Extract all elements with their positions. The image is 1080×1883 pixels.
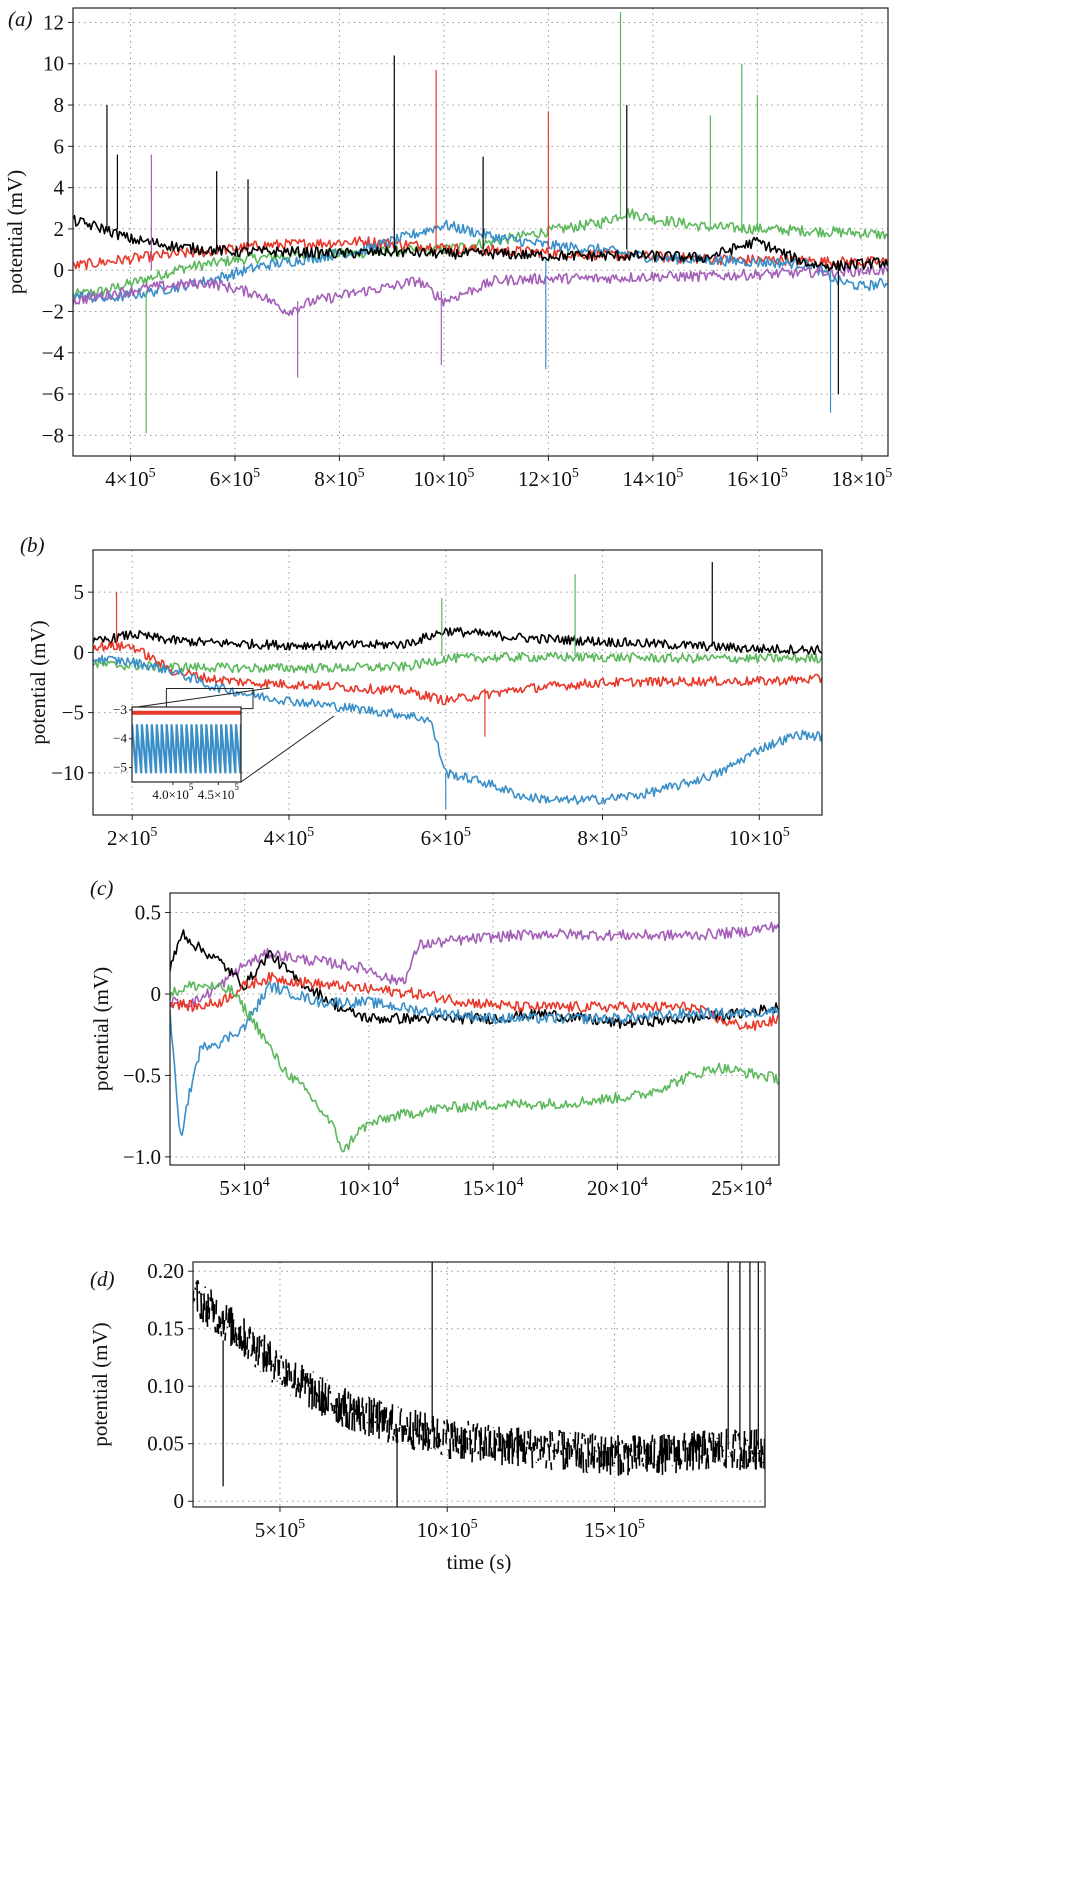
- x-tick-label: 25×104: [711, 1175, 772, 1200]
- x-tick-label: 5×105: [255, 1517, 305, 1542]
- inset-plot: −3 −4 −5 4.0×105 4.5×105: [113, 687, 335, 802]
- y-tick-label: 0: [174, 1489, 185, 1513]
- zoom-connector: [136, 687, 271, 708]
- y-tick-label: 0.05: [147, 1432, 184, 1456]
- zoom-connector: [240, 715, 335, 783]
- series-line-black: [73, 214, 888, 272]
- chart-panel-3: (d) 0 0.05 0.10 0.15 0.20 5×105 10×105 15×105 pot…: [88, 1259, 766, 1574]
- x-tick-label: 2×105: [107, 825, 157, 850]
- x-tick-label: 8×105: [577, 825, 627, 850]
- chart-panel-0: (a) −8 −6 −4 −2 0 2 4 6 8 10 12 4×105 6×105 8×105 10×10…: [3, 7, 892, 491]
- inset-y-tick-label: −4: [113, 731, 127, 746]
- x-tick-label: 10×104: [338, 1175, 399, 1200]
- y-axis-label: potential (mV): [88, 1322, 112, 1446]
- inset-x-tick-label: 4.0×105: [152, 782, 194, 802]
- y-tick-label: 0: [54, 258, 65, 282]
- y-tick-label: 0.15: [147, 1317, 184, 1341]
- y-axis-label: potential (mV): [3, 170, 27, 294]
- y-tick-label: 4: [54, 176, 65, 200]
- y-tick-label: −1.0: [123, 1145, 161, 1169]
- y-tick-label: 2: [54, 217, 65, 241]
- y-tick-label: 0.10: [147, 1374, 184, 1398]
- series-line-green: [73, 208, 888, 299]
- x-tick-label: 12×105: [518, 466, 579, 491]
- series-line-black: [93, 627, 822, 656]
- y-tick-label: 5: [74, 580, 85, 604]
- plot-area: [73, 12, 888, 452]
- x-tick-label: 4×105: [105, 466, 155, 491]
- panel-label: (a): [8, 7, 33, 31]
- inset-x-tick-label: 4.5×105: [198, 782, 240, 802]
- axes-frame: [92, 549, 823, 816]
- y-tick-label: −6: [42, 382, 64, 406]
- plot-area: [93, 562, 822, 809]
- y-tick-label: 8: [54, 93, 65, 117]
- x-tick-label: 10×105: [417, 1517, 478, 1542]
- series-line-green: [170, 980, 779, 1153]
- y-tick-label: 0: [74, 640, 85, 664]
- series-line-black: [170, 929, 779, 1029]
- inset-series-blue: [132, 724, 241, 774]
- series-line-purple: [73, 265, 888, 317]
- axes-frame: [192, 1261, 766, 1508]
- panel-label: (d): [90, 1267, 115, 1291]
- y-tick-label: 0.20: [147, 1259, 184, 1283]
- y-tick-label: 10: [43, 52, 64, 76]
- plot-area: [193, 1262, 765, 1507]
- y-tick-label: −4: [42, 341, 65, 365]
- x-tick-label: 10×105: [729, 825, 790, 850]
- plot-area: [170, 921, 779, 1153]
- y-tick-label: −10: [51, 761, 84, 785]
- x-tick-label: 15×105: [584, 1517, 645, 1542]
- x-tick-label: 4×105: [264, 825, 314, 850]
- y-tick-label: 0.5: [135, 901, 161, 925]
- inset-y-tick-label: −5: [113, 760, 127, 775]
- inset-y-tick-label: −3: [113, 702, 127, 717]
- x-tick-label: 6×105: [421, 825, 471, 850]
- panel-label: (b): [20, 533, 45, 557]
- axes-frame: [72, 7, 889, 457]
- y-axis-label: potential (mV): [89, 967, 113, 1091]
- series-line-black: [193, 1280, 765, 1476]
- series-line-blue: [93, 654, 822, 806]
- y-tick-label: −2: [42, 299, 64, 323]
- series-line-blue: [170, 981, 779, 1137]
- x-tick-label: 8×105: [314, 466, 364, 491]
- series-line-red: [93, 641, 822, 706]
- series-line-green: [93, 651, 822, 674]
- x-axis-label: time (s): [447, 1550, 512, 1574]
- y-tick-label: 12: [43, 10, 64, 34]
- x-tick-label: 10×105: [414, 466, 475, 491]
- x-tick-label: 14×105: [622, 466, 683, 491]
- y-tick-label: 6: [54, 134, 65, 158]
- x-tick-label: 18×105: [831, 466, 892, 491]
- y-tick-label: 0: [151, 982, 162, 1006]
- series-line-purple: [170, 921, 779, 1008]
- y-axis-label: potential (mV): [26, 620, 50, 744]
- y-tick-label: −0.5: [123, 1063, 161, 1087]
- series-line-red: [170, 971, 779, 1031]
- axes-frame: [169, 892, 780, 1166]
- x-tick-label: 15×104: [463, 1175, 524, 1200]
- chart-panel-1: (b) −10 −5 0 5 2×105 4×105 6×105 8×105 10×105 pote…: [20, 533, 823, 850]
- panel-label: (c): [90, 876, 113, 900]
- x-tick-label: 20×104: [587, 1175, 648, 1200]
- y-tick-label: −5: [62, 701, 84, 725]
- y-tick-label: −8: [42, 423, 64, 447]
- inset-frame: [131, 706, 242, 783]
- chart-panel-2: (c) −1.0 −0.5 0 0.5 5×104 10×104 15×104 20×104 25…: [89, 876, 780, 1200]
- x-tick-label: 5×104: [219, 1175, 269, 1200]
- x-tick-label: 16×105: [727, 466, 788, 491]
- x-tick-label: 6×105: [210, 466, 260, 491]
